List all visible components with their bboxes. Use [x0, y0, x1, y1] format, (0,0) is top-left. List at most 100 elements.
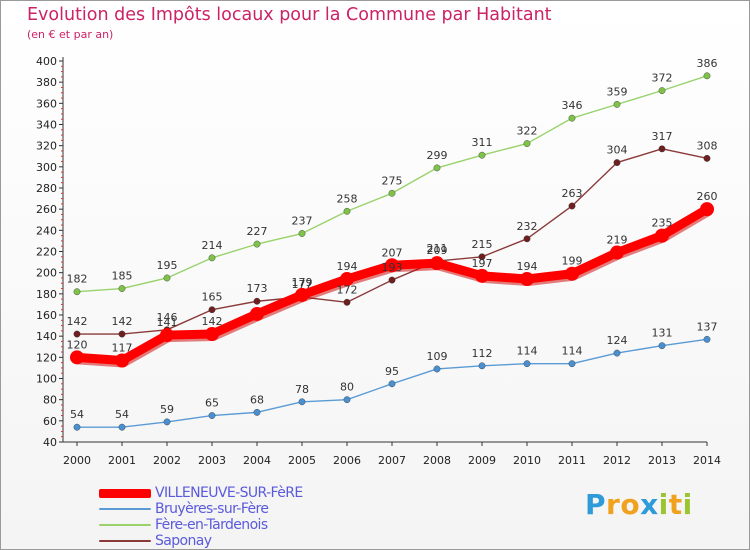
data-point: [523, 140, 531, 147]
data-label: 304: [607, 144, 628, 157]
data-label: 80: [340, 381, 354, 394]
data-point: [250, 306, 264, 321]
data-point: [118, 423, 126, 431]
data-label: 172: [337, 283, 358, 296]
x-tick-label: 2005: [288, 454, 316, 467]
logo-letter: P: [585, 488, 607, 521]
data-label: 141: [157, 316, 178, 329]
data-point: [163, 274, 171, 282]
data-point: [478, 151, 486, 159]
data-point: [478, 253, 486, 261]
data-label: 142: [112, 315, 133, 328]
y-tick-label: 120: [36, 351, 57, 364]
data-label: 311: [472, 136, 493, 149]
data-label: 211: [427, 242, 448, 255]
chart-legend: VILLENEUVE-SUR-FèRE Bruyères-sur-Fère Fère…: [99, 485, 303, 549]
logo-letter: o: [620, 488, 641, 521]
data-label: 179: [292, 276, 313, 289]
data-point: [205, 327, 219, 342]
data-label: 68: [250, 393, 264, 406]
data-label: 137: [697, 320, 718, 333]
legend-label: Fère-en-Tardenois: [155, 517, 268, 533]
data-label: 199: [562, 255, 583, 268]
data-point: [163, 418, 171, 426]
x-tick-label: 2003: [198, 454, 226, 467]
x-tick-label: 2014: [693, 454, 721, 467]
data-label: 232: [517, 220, 538, 233]
data-label: 263: [562, 187, 583, 200]
data-point: [703, 335, 711, 343]
x-tick-label: 2004: [243, 454, 271, 467]
x-tick-label: 2002: [153, 454, 181, 467]
data-point: [475, 268, 489, 283]
y-tick-label: 180: [36, 288, 57, 301]
chart-subtitle: (en € et par an): [27, 28, 114, 41]
proxiti-logo: Proxiti: [585, 488, 693, 521]
y-tick-label: 260: [36, 203, 57, 216]
data-label: 65: [205, 397, 219, 410]
data-point: [655, 228, 669, 243]
data-point: [523, 235, 531, 243]
data-label: 372: [652, 72, 673, 85]
y-tick-label: 360: [36, 97, 57, 110]
data-label: 308: [697, 139, 718, 152]
x-tick-label: 2012: [603, 454, 631, 467]
data-point: [568, 114, 576, 122]
data-point: [568, 202, 576, 210]
data-point: [118, 285, 126, 292]
x-tick-label: 2001: [108, 454, 136, 467]
y-tick-label: 40: [43, 436, 57, 449]
data-label: 112: [472, 347, 493, 360]
legend-label: Saponay: [155, 533, 212, 549]
y-tick-label: 380: [36, 76, 57, 89]
data-point: [658, 145, 666, 153]
data-point: [703, 72, 711, 80]
data-label: 197: [472, 257, 493, 270]
data-point: [520, 272, 534, 287]
data-label: 214: [202, 239, 223, 252]
y-tick-label: 220: [36, 246, 57, 259]
x-tick-label: 2006: [333, 454, 361, 467]
y-tick-label: 60: [43, 415, 57, 428]
data-label: 146: [157, 311, 178, 324]
data-point: [658, 342, 666, 350]
data-label: 322: [517, 125, 538, 138]
data-point: [343, 396, 351, 404]
legend-swatch: [99, 508, 151, 510]
data-label: 142: [67, 315, 88, 328]
data-point: [700, 202, 714, 217]
data-label: 165: [202, 291, 223, 304]
logo-letter: t: [668, 488, 683, 521]
data-label: 346: [562, 99, 583, 112]
data-label: 215: [472, 238, 493, 251]
y-tick-label: 200: [36, 267, 57, 280]
legend-item: Fère-en-Tardenois: [99, 517, 303, 533]
data-point: [208, 254, 216, 262]
y-tick-label: 100: [36, 373, 57, 386]
data-label: 124: [607, 334, 628, 347]
data-point: [253, 240, 261, 248]
data-point: [253, 408, 261, 416]
x-tick-label: 2007: [378, 454, 406, 467]
data-label: 194: [517, 260, 538, 273]
data-point: [73, 423, 81, 431]
y-tick-label: 140: [36, 330, 57, 343]
chart-title: Evolution des Impôts locaux pour la Comm…: [27, 5, 552, 25]
data-point: [253, 297, 261, 305]
data-label: 258: [337, 192, 358, 205]
data-point: [160, 328, 174, 343]
data-label: 195: [157, 259, 178, 272]
data-label: 114: [562, 345, 583, 358]
x-tick-label: 2008: [423, 454, 451, 467]
logo-letter: i: [658, 488, 669, 521]
x-tick-label: 2013: [648, 454, 676, 467]
data-label: 227: [247, 225, 268, 238]
y-tick-label: 340: [36, 119, 57, 132]
data-point: [385, 258, 399, 273]
legend-label: Bruyères-sur-Fère: [155, 501, 269, 517]
data-point: [340, 272, 354, 287]
x-tick-label: 2010: [513, 454, 541, 467]
data-label: 299: [427, 149, 448, 162]
data-point: [118, 330, 126, 338]
